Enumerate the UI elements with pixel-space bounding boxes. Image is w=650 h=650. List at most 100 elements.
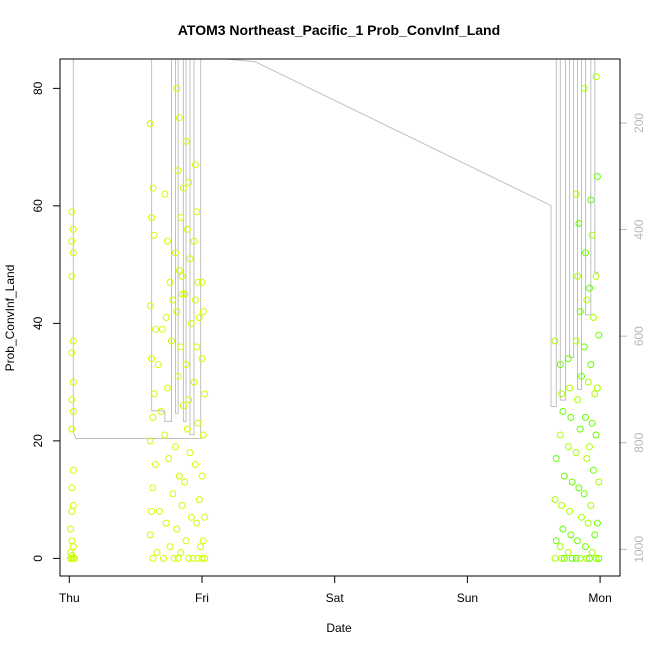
data-point xyxy=(165,455,173,462)
data-point xyxy=(149,484,157,492)
data-point xyxy=(160,554,167,562)
data-point xyxy=(67,554,75,562)
data-point xyxy=(166,278,174,286)
data-point xyxy=(67,525,75,533)
data-point xyxy=(191,460,199,468)
x-tick-label: Thu xyxy=(59,591,80,605)
data-point xyxy=(574,537,581,545)
data-point xyxy=(173,525,181,533)
data-point xyxy=(68,349,76,357)
data-point xyxy=(181,478,189,486)
data-point xyxy=(199,308,207,316)
x-tick-label: Mon xyxy=(588,591,611,605)
data-point xyxy=(186,255,194,263)
data-point xyxy=(556,431,564,439)
data-point xyxy=(587,361,595,368)
data-point xyxy=(587,502,595,509)
data-point xyxy=(558,502,566,509)
data-point xyxy=(568,478,576,486)
y2-tick-label: 400 xyxy=(632,219,646,239)
data-point xyxy=(572,337,580,345)
data-point xyxy=(582,413,589,421)
data-point xyxy=(592,431,600,439)
data-point xyxy=(177,549,185,556)
data-point xyxy=(567,531,575,539)
y-tick-label: 20 xyxy=(31,434,45,448)
y2-tick-label: 200 xyxy=(632,113,646,133)
data-point xyxy=(191,296,199,304)
pressure-line xyxy=(72,58,599,439)
data-point xyxy=(590,314,597,321)
data-point xyxy=(564,549,572,556)
data-point xyxy=(175,114,183,122)
data-point xyxy=(198,554,206,562)
data-point xyxy=(576,425,584,433)
data-point xyxy=(551,554,559,562)
data-point xyxy=(580,343,588,351)
data-point xyxy=(556,543,564,551)
x-axis-label: Date xyxy=(326,621,352,635)
data-point xyxy=(593,519,601,527)
data-point xyxy=(172,443,179,451)
data-point xyxy=(194,419,202,427)
data-point xyxy=(193,519,201,527)
data-point xyxy=(187,319,195,327)
data-point xyxy=(592,554,600,562)
data-point xyxy=(156,507,163,515)
data-point xyxy=(576,308,584,316)
data-point xyxy=(201,554,209,562)
data-point xyxy=(170,554,178,562)
data-point xyxy=(552,455,560,462)
data-point xyxy=(588,419,596,427)
data-point xyxy=(69,543,77,551)
data-point xyxy=(161,431,169,439)
data-point xyxy=(189,554,197,562)
y2-tick-label: 1000 xyxy=(632,536,646,563)
data-point xyxy=(588,231,596,239)
data-point xyxy=(580,490,588,498)
data-point xyxy=(179,402,187,410)
data-point xyxy=(197,543,205,551)
data-point xyxy=(558,554,566,562)
data-point xyxy=(191,161,199,169)
data-point xyxy=(186,449,194,457)
data-point xyxy=(580,84,588,92)
x-tick-label: Fri xyxy=(195,591,209,605)
data-point xyxy=(69,378,77,386)
points-layer xyxy=(67,73,603,562)
data-point xyxy=(201,390,209,398)
data-point xyxy=(556,361,564,368)
data-point xyxy=(68,237,76,245)
data-point xyxy=(587,196,595,204)
data-point xyxy=(168,337,175,345)
data-point xyxy=(157,408,165,415)
data-point xyxy=(71,554,79,562)
data-point xyxy=(194,554,202,562)
data-point xyxy=(68,484,76,492)
data-point xyxy=(198,355,206,363)
data-point xyxy=(588,549,596,556)
data-point xyxy=(199,537,207,545)
data-point xyxy=(586,284,593,292)
data-point xyxy=(578,513,585,521)
data-point xyxy=(150,231,158,239)
data-point xyxy=(194,278,202,286)
line-layer xyxy=(72,58,599,439)
data-point xyxy=(592,272,600,280)
data-point xyxy=(174,167,182,175)
data-point xyxy=(567,413,575,421)
data-point xyxy=(551,337,559,345)
plot-frame xyxy=(59,58,621,577)
data-point xyxy=(193,208,201,216)
data-point xyxy=(195,314,203,321)
data-point xyxy=(185,396,193,404)
data-point xyxy=(574,396,581,404)
data-point xyxy=(150,390,158,398)
data-point xyxy=(560,554,568,562)
data-point xyxy=(201,513,209,521)
data-point xyxy=(69,337,77,345)
data-point xyxy=(595,478,603,486)
data-point xyxy=(593,384,601,392)
data-point xyxy=(582,249,589,257)
data-point xyxy=(183,425,191,433)
